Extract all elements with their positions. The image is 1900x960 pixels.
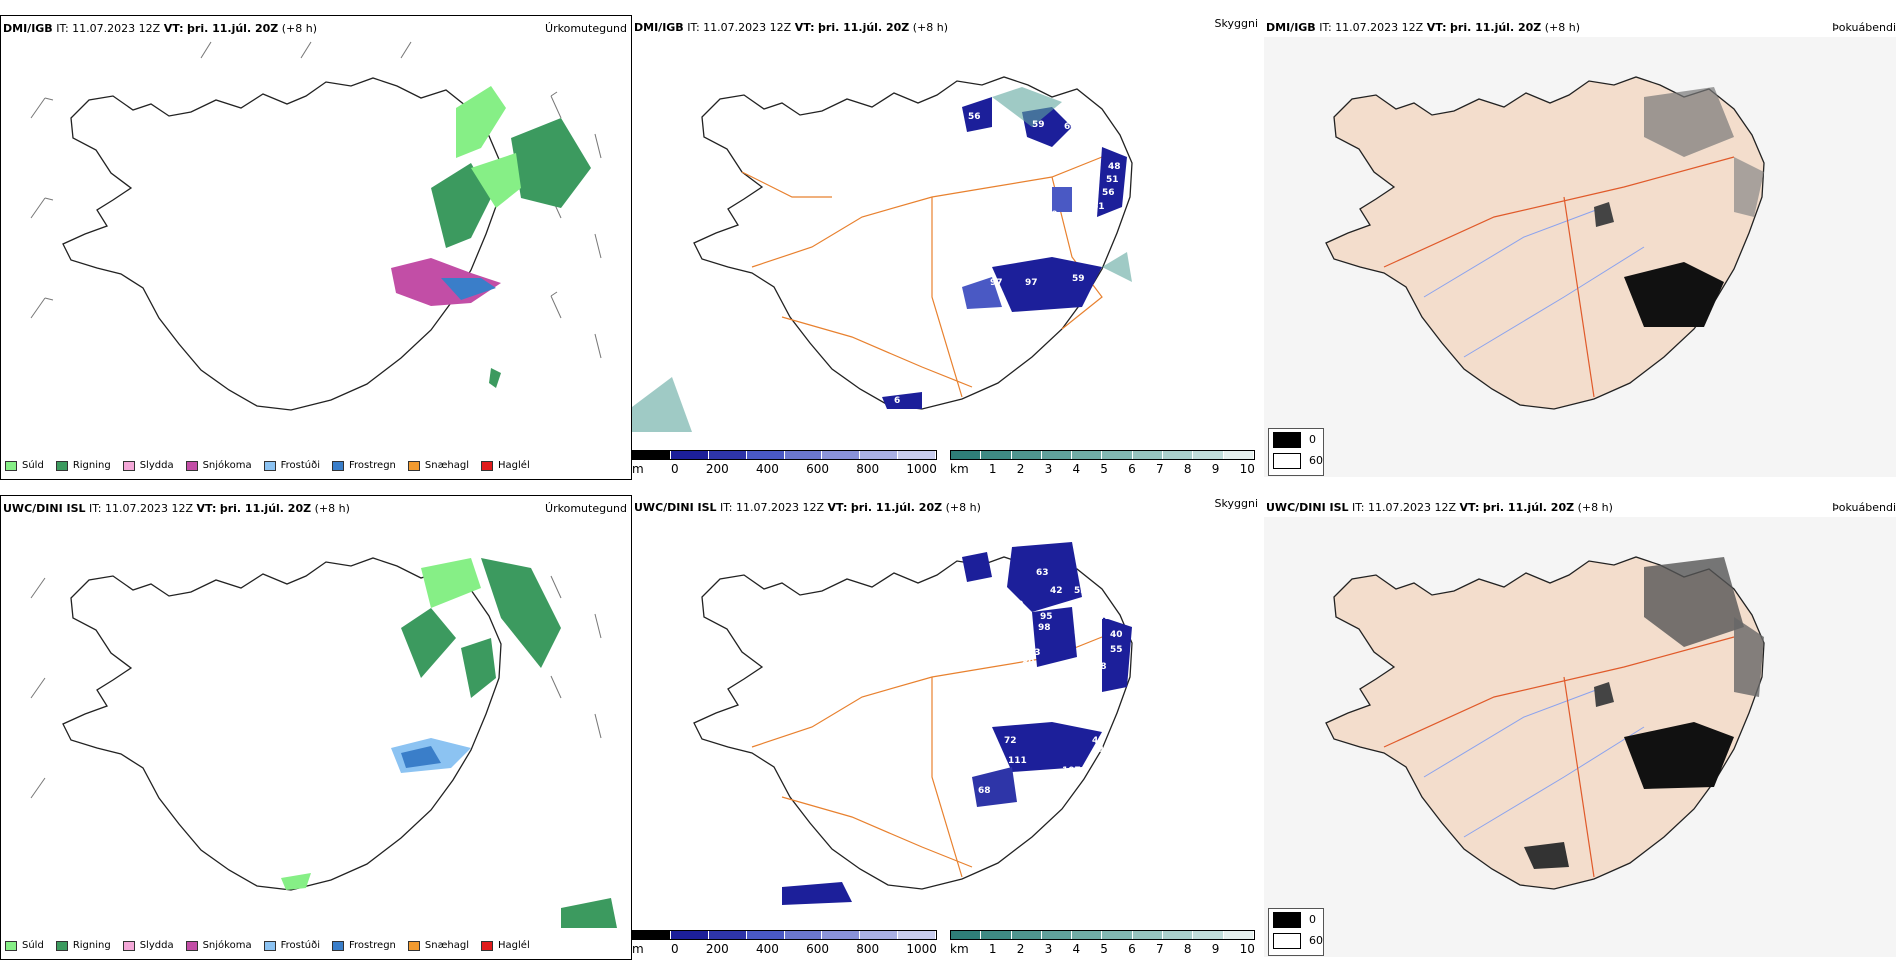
fog-legend: 0 60 bbox=[1268, 428, 1324, 476]
svg-text:111: 111 bbox=[1008, 756, 1027, 766]
svg-text:40: 40 bbox=[1110, 630, 1123, 640]
svg-text:68: 68 bbox=[1094, 662, 1107, 672]
low-visibility-areas bbox=[782, 542, 1132, 905]
svg-text:73: 73 bbox=[1028, 648, 1041, 658]
svg-text:56: 56 bbox=[1102, 188, 1115, 198]
svg-text:42: 42 bbox=[952, 710, 965, 720]
panel-title: UWC/DINI ISL IT: 11.07.2023 12Z VT: þri.… bbox=[634, 501, 981, 514]
svg-text:98: 98 bbox=[1038, 623, 1051, 633]
svg-text:51: 51 bbox=[1106, 175, 1119, 185]
svg-text:107: 107 bbox=[1062, 766, 1081, 776]
visibility-km-scale: km 1 2 3 4 5 6 7 8 9 10 bbox=[950, 930, 1255, 960]
svg-text:53: 53 bbox=[1074, 586, 1087, 596]
visibility-map: 56 59 64 77 41 48 51 56 61 60 60 97 97 5… bbox=[632, 76, 1133, 432]
legend-item: Frostúði bbox=[263, 940, 320, 951]
fog-map bbox=[1264, 517, 1896, 957]
legend-item: Slydda bbox=[122, 460, 174, 471]
fog-areas bbox=[1594, 87, 1764, 327]
precip-areas bbox=[391, 86, 591, 388]
legend-item: Snjókoma bbox=[185, 940, 252, 951]
legend-item: Slydda bbox=[122, 940, 174, 951]
legend-item: Frostregn bbox=[332, 940, 396, 951]
fog-indicator-panel-dmi: DMI/IGB IT: 11.07.2023 12Z VT: þri. 11.j… bbox=[1264, 15, 1900, 480]
svg-text:95: 95 bbox=[1040, 612, 1053, 622]
panel-title: DMI/IGB IT: 11.07.2023 12Z VT: þri. 11.j… bbox=[634, 21, 949, 34]
precip-legend: Súld Rigning Slydda Snjókoma Frostúði Fr… bbox=[5, 940, 542, 951]
svg-text:45: 45 bbox=[1092, 736, 1105, 746]
precip-type-panel-uwc: UWC/DINI ISL IT: 11.07.2023 12Z VT: þri.… bbox=[0, 495, 632, 960]
svg-text:45: 45 bbox=[1098, 746, 1111, 756]
svg-text:49: 49 bbox=[1011, 600, 1024, 610]
svg-text:61: 61 bbox=[1092, 202, 1105, 212]
precip-map bbox=[30, 41, 602, 411]
panel-title: UWC/DINI ISL IT: 11.07.2023 12Z VT: þri.… bbox=[1266, 501, 1613, 514]
svg-text:80: 80 bbox=[1022, 658, 1035, 668]
teal-areas bbox=[632, 87, 1132, 432]
visibility-labels: 56 59 64 77 41 48 51 56 61 60 60 97 97 5… bbox=[894, 112, 1121, 406]
fog-indicator-panel-uwc: UWC/DINI ISL IT: 11.07.2023 12Z VT: þri.… bbox=[1264, 495, 1900, 960]
panel-title: DMI/IGB IT: 11.07.2023 12Z VT: þri. 11.j… bbox=[1266, 21, 1581, 34]
visibility-km-scale: km 1 2 3 4 5 6 7 8 9 10 bbox=[950, 450, 1255, 480]
legend-item: Frostregn bbox=[332, 460, 396, 471]
legend-item: Rigning bbox=[55, 940, 111, 951]
visibility-map: 63 42 53 45 49 95 98 41 66 102 73 40 55 … bbox=[693, 542, 1133, 905]
svg-text:48: 48 bbox=[1108, 162, 1121, 172]
precip-areas bbox=[281, 558, 617, 928]
svg-text:56: 56 bbox=[968, 112, 981, 122]
visibility-m-scale: m 0 200 400 600 800 1000 bbox=[632, 450, 937, 480]
precip-legend: Súld Rigning Slydda Snjókoma Frostúði Fr… bbox=[5, 460, 542, 471]
svg-text:41: 41 bbox=[1084, 138, 1097, 148]
roads bbox=[741, 156, 1103, 398]
parameter-name: Þokuábendi bbox=[1832, 501, 1896, 514]
fog-legend: 0 60 bbox=[1268, 908, 1324, 956]
precip-type-panel-dmi: DMI/IGB IT: 11.07.2023 12Z VT: þri. 11.j… bbox=[0, 15, 632, 480]
svg-text:64: 64 bbox=[1064, 122, 1077, 132]
legend-item: Haglél bbox=[481, 460, 530, 471]
svg-text:59: 59 bbox=[1072, 274, 1085, 284]
visibility-m-scale: m 0 200 400 600 800 1000 bbox=[632, 930, 937, 960]
visibility-labels: 63 42 53 45 49 95 98 41 66 102 73 40 55 … bbox=[952, 568, 1123, 796]
svg-text:59: 59 bbox=[1032, 120, 1045, 130]
legend-item: Haglél bbox=[481, 940, 530, 951]
legend-item: Súld bbox=[5, 940, 44, 951]
legend-item: Rigning bbox=[55, 460, 111, 471]
parameter-name: Þokuábendi bbox=[1832, 21, 1896, 34]
svg-text:60: 60 bbox=[1045, 210, 1058, 220]
precip-map bbox=[30, 557, 617, 928]
visibility-panel-dmi: DMI/IGB IT: 11.07.2023 12Z VT: þri. 11.j… bbox=[632, 15, 1264, 480]
svg-text:42: 42 bbox=[1050, 586, 1063, 596]
fog-map bbox=[1264, 37, 1896, 477]
svg-text:60: 60 bbox=[1068, 230, 1081, 240]
parameter-name: Úrkomutegund bbox=[545, 502, 627, 515]
legend-item: Frostúði bbox=[263, 460, 320, 471]
svg-text:55: 55 bbox=[1110, 645, 1123, 655]
legend-item: Snæhagl bbox=[407, 940, 469, 951]
visibility-panel-uwc: UWC/DINI ISL IT: 11.07.2023 12Z VT: þri.… bbox=[632, 495, 1264, 960]
svg-text:6: 6 bbox=[894, 396, 900, 406]
svg-text:76: 76 bbox=[1080, 675, 1093, 685]
panel-title: DMI/IGB IT: 11.07.2023 12Z VT: þri. 11.j… bbox=[3, 22, 318, 35]
svg-text:77: 77 bbox=[977, 140, 990, 150]
wind-barbs bbox=[30, 41, 602, 359]
svg-text:102: 102 bbox=[1016, 634, 1035, 644]
parameter-name: Skyggni bbox=[1214, 17, 1258, 30]
fog-areas bbox=[1524, 557, 1764, 869]
svg-text:72: 72 bbox=[1004, 736, 1017, 746]
parameter-name: Úrkomutegund bbox=[545, 22, 627, 35]
svg-text:66: 66 bbox=[1074, 628, 1087, 638]
svg-text:97: 97 bbox=[1025, 278, 1038, 288]
legend-item: Snæhagl bbox=[407, 460, 469, 471]
panel-title: UWC/DINI ISL IT: 11.07.2023 12Z VT: þri.… bbox=[3, 502, 350, 515]
legend-item: Snjókoma bbox=[185, 460, 252, 471]
parameter-name: Skyggni bbox=[1214, 497, 1258, 510]
svg-text:63: 63 bbox=[1036, 568, 1049, 578]
svg-text:97: 97 bbox=[990, 278, 1003, 288]
svg-text:41: 41 bbox=[1098, 612, 1111, 622]
svg-text:68: 68 bbox=[978, 786, 991, 796]
legend-item: Súld bbox=[5, 460, 44, 471]
